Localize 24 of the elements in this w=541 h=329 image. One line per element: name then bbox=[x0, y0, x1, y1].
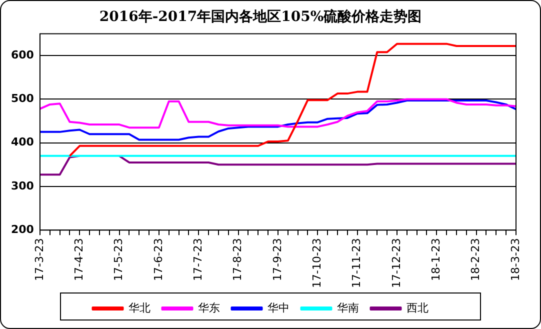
legend-label: 华中 bbox=[267, 301, 290, 314]
x-tick-label: 17-4-23 bbox=[72, 238, 86, 282]
x-tick-label: 17-7-23 bbox=[192, 238, 204, 282]
x-tick-label: 17-5-23 bbox=[112, 238, 126, 282]
x-tick-label: 17-8-23 bbox=[231, 238, 244, 282]
x-tick-label: 17-11-23 bbox=[350, 238, 364, 288]
y-tick-label: 600 bbox=[10, 48, 34, 62]
x-tick-label: 17-3-23 bbox=[32, 238, 46, 282]
y-tick-label: 300 bbox=[10, 179, 34, 192]
x-tick-label: 17-10-23 bbox=[310, 238, 324, 288]
legend-label: 华东 bbox=[198, 301, 220, 314]
chart-title: 2016年-2017年国内各地区105%硫酸价格走势图 bbox=[99, 8, 422, 26]
legend-label: 华南 bbox=[336, 301, 359, 314]
x-tick-label: 17-12-23 bbox=[390, 238, 403, 288]
y-tick-label: 500 bbox=[10, 92, 34, 106]
y-tick-label: 200 bbox=[10, 222, 34, 236]
x-tick-label: 18-3-23 bbox=[508, 238, 522, 282]
x-tick-label: 18-1-23 bbox=[430, 238, 443, 282]
y-tick-label: 400 bbox=[10, 136, 34, 149]
x-tick-label: 17-6-23 bbox=[152, 238, 165, 282]
x-tick-label: 17-9-23 bbox=[270, 238, 284, 282]
legend-label: 华北 bbox=[128, 301, 150, 314]
legend-label: 西北 bbox=[406, 301, 428, 314]
x-tick-label: 18-2-23 bbox=[469, 238, 482, 282]
